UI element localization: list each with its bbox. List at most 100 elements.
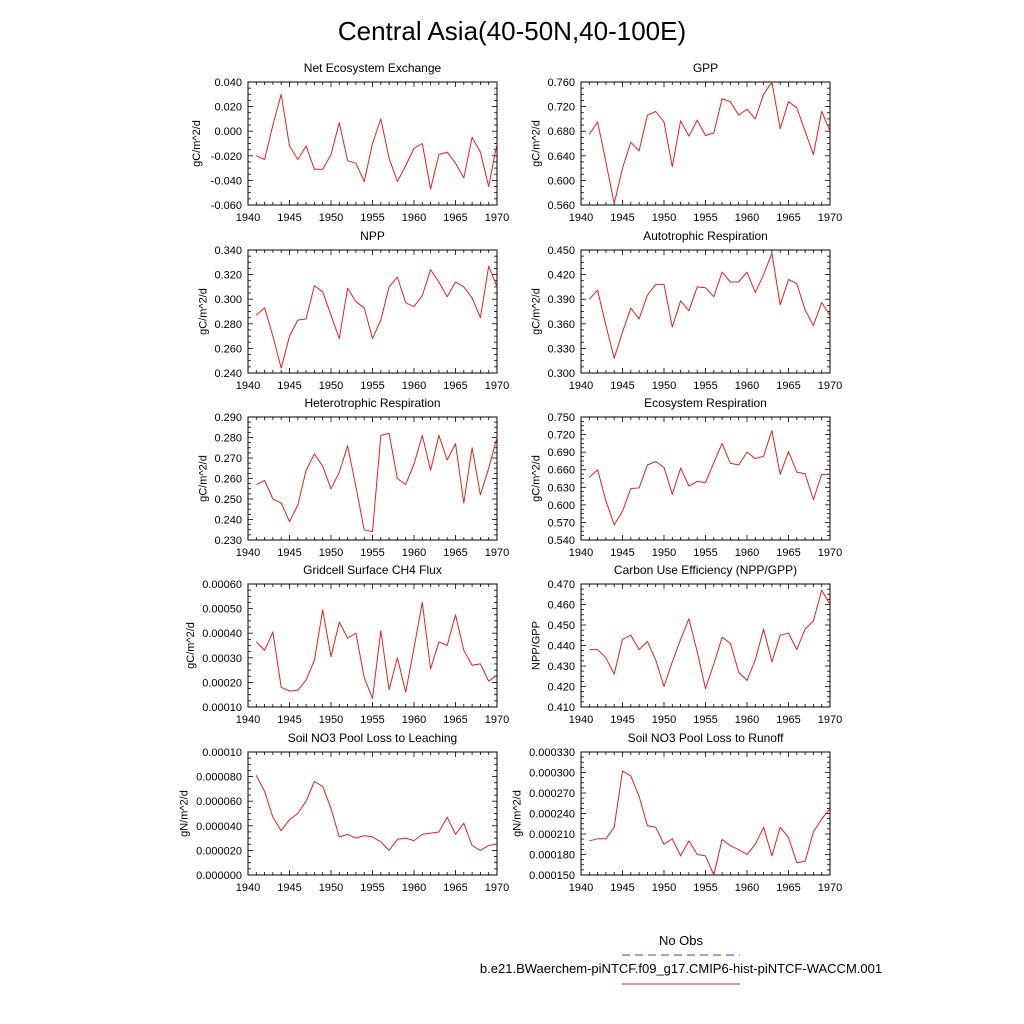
x-tick-label: 1960 — [735, 547, 759, 559]
x-tick-label: 1955 — [360, 547, 384, 559]
y-tick-label: 0.250 — [214, 494, 242, 506]
x-tick-label: 1965 — [443, 212, 467, 224]
panel-0: Net Ecosystem Exchange 1940 1945 1950 1955 19… — [191, 61, 509, 224]
x-tick-label: 1965 — [443, 714, 467, 726]
x-tick-label: 1965 — [443, 380, 467, 392]
x-tick-label: 1965 — [776, 714, 800, 726]
x-tick-label: 1965 — [776, 380, 800, 392]
x-tick-label: 1940 — [236, 547, 260, 559]
y-tick-label: 0.760 — [547, 77, 575, 89]
y-tick-label: 0.300 — [547, 368, 575, 380]
x-tick-label: 1955 — [693, 547, 717, 559]
panel-5: Ecosystem Respiration 1940 1945 1950 1955 196… — [531, 396, 843, 559]
x-tick-label: 1960 — [735, 882, 759, 894]
plot-frame — [580, 249, 831, 374]
panel-title: Ecosystem Respiration — [644, 396, 767, 410]
x-tick-label: 1960 — [402, 714, 426, 726]
x-tick-label: 1945 — [610, 212, 634, 224]
y-axis-label: gC/m^2/d — [531, 120, 543, 167]
x-tick-label: 1960 — [402, 212, 426, 224]
y-axis-label: gC/m^2/d — [191, 120, 203, 167]
x-tick-label: 1960 — [402, 380, 426, 392]
y-tick-label: -0.020 — [211, 151, 242, 163]
y-tick-label: 0.360 — [547, 319, 575, 331]
x-tick-label: 1955 — [693, 380, 717, 392]
x-tick-label: 1955 — [360, 714, 384, 726]
y-tick-label: 0.00010 — [202, 702, 242, 714]
x-tick-label: 1970 — [485, 212, 509, 224]
x-tick-label: 1950 — [652, 380, 676, 392]
y-tick-label: 0.000240 — [529, 809, 575, 821]
x-tick-label: 1965 — [776, 212, 800, 224]
x-tick-label: 1950 — [652, 714, 676, 726]
plot-frame — [247, 249, 498, 374]
y-tick-label: 0.020 — [214, 102, 242, 114]
y-tick-label: 0.00020 — [202, 677, 242, 689]
y-axis-label: gN/m^2/d — [179, 790, 191, 837]
x-tick-label: 1965 — [776, 547, 800, 559]
x-tick-label: 1955 — [360, 380, 384, 392]
x-tick-label: 1945 — [610, 882, 634, 894]
y-tick-label: 0.000020 — [196, 845, 242, 857]
y-tick-label: -0.060 — [211, 200, 242, 212]
legend: No Obs b.e21.BWaerchem-piNTCF.f09_g17.CM… — [480, 933, 882, 985]
x-tick-label: 1965 — [776, 882, 800, 894]
x-tick-label: 1960 — [735, 714, 759, 726]
panel-title: Gridcell Surface CH4 Flux — [303, 563, 442, 577]
y-tick-label: 0.260 — [214, 474, 242, 486]
y-tick-label: 0.560 — [547, 200, 575, 212]
y-tick-label: 0.720 — [547, 430, 575, 442]
x-tick-label: 1940 — [569, 714, 593, 726]
y-tick-label: 0.450 — [547, 620, 575, 632]
panel-title: NPP — [360, 229, 385, 243]
y-tick-label: 0.00010 — [202, 747, 242, 759]
y-tick-label: 0.000180 — [529, 850, 575, 862]
y-tick-label: 0.690 — [547, 447, 575, 459]
y-axis-label: gC/m^2/d — [531, 455, 543, 502]
x-tick-label: 1965 — [443, 547, 467, 559]
y-tick-label: 0.470 — [547, 579, 575, 591]
y-tick-label: 0.390 — [547, 294, 575, 306]
y-tick-label: 0.320 — [214, 270, 242, 282]
x-tick-label: 1970 — [818, 212, 842, 224]
x-tick-label: 1955 — [693, 714, 717, 726]
y-tick-label: 0.000270 — [529, 788, 575, 800]
y-tick-label: 0.660 — [547, 465, 575, 477]
series-line — [255, 775, 498, 851]
y-tick-label: 0.000300 — [529, 768, 575, 780]
panel-7: Carbon Use Efficiency (NPP/GPP) 1940 1945 1… — [531, 563, 843, 726]
y-tick-label: 0.440 — [547, 641, 575, 653]
y-tick-label: 0.630 — [547, 482, 575, 494]
panels: Net Ecosystem Exchange 1940 1945 1950 1955 19… — [179, 61, 843, 894]
y-tick-label: 0.420 — [547, 270, 575, 282]
panel-8: Soil NO3 Pool Loss to Leaching 1940 1945 19… — [179, 731, 510, 894]
x-tick-label: 1955 — [360, 212, 384, 224]
x-tick-label: 1970 — [485, 380, 509, 392]
y-tick-label: 0.460 — [547, 600, 575, 612]
y-axis-label: gC/m^2/d — [185, 622, 197, 669]
x-tick-label: 1940 — [569, 212, 593, 224]
x-tick-label: 1945 — [277, 547, 301, 559]
y-tick-label: -0.040 — [211, 175, 242, 187]
y-axis-label: NPP/GPP — [531, 621, 543, 670]
y-tick-label: 0.000210 — [529, 829, 575, 841]
x-tick-label: 1950 — [652, 547, 676, 559]
series-line — [588, 81, 831, 205]
x-tick-label: 1940 — [236, 714, 260, 726]
x-tick-label: 1955 — [693, 882, 717, 894]
y-tick-label: 0.240 — [214, 515, 242, 527]
x-tick-label: 1955 — [693, 212, 717, 224]
x-tick-label: 1945 — [610, 547, 634, 559]
x-tick-label: 1965 — [443, 882, 467, 894]
y-tick-label: 0.000080 — [196, 772, 242, 784]
y-tick-label: 0.240 — [214, 368, 242, 380]
y-tick-label: 0.040 — [214, 77, 242, 89]
x-tick-label: 1945 — [610, 714, 634, 726]
x-tick-label: 1960 — [735, 212, 759, 224]
panel-1: GPP 1940 1945 1950 1955 1960 1965 1970 0.560 0.60… — [531, 61, 843, 224]
y-tick-label: 0.750 — [547, 412, 575, 424]
y-tick-label: 0.00040 — [202, 628, 242, 640]
y-tick-label: 0.000040 — [196, 821, 242, 833]
series-line — [255, 602, 498, 699]
